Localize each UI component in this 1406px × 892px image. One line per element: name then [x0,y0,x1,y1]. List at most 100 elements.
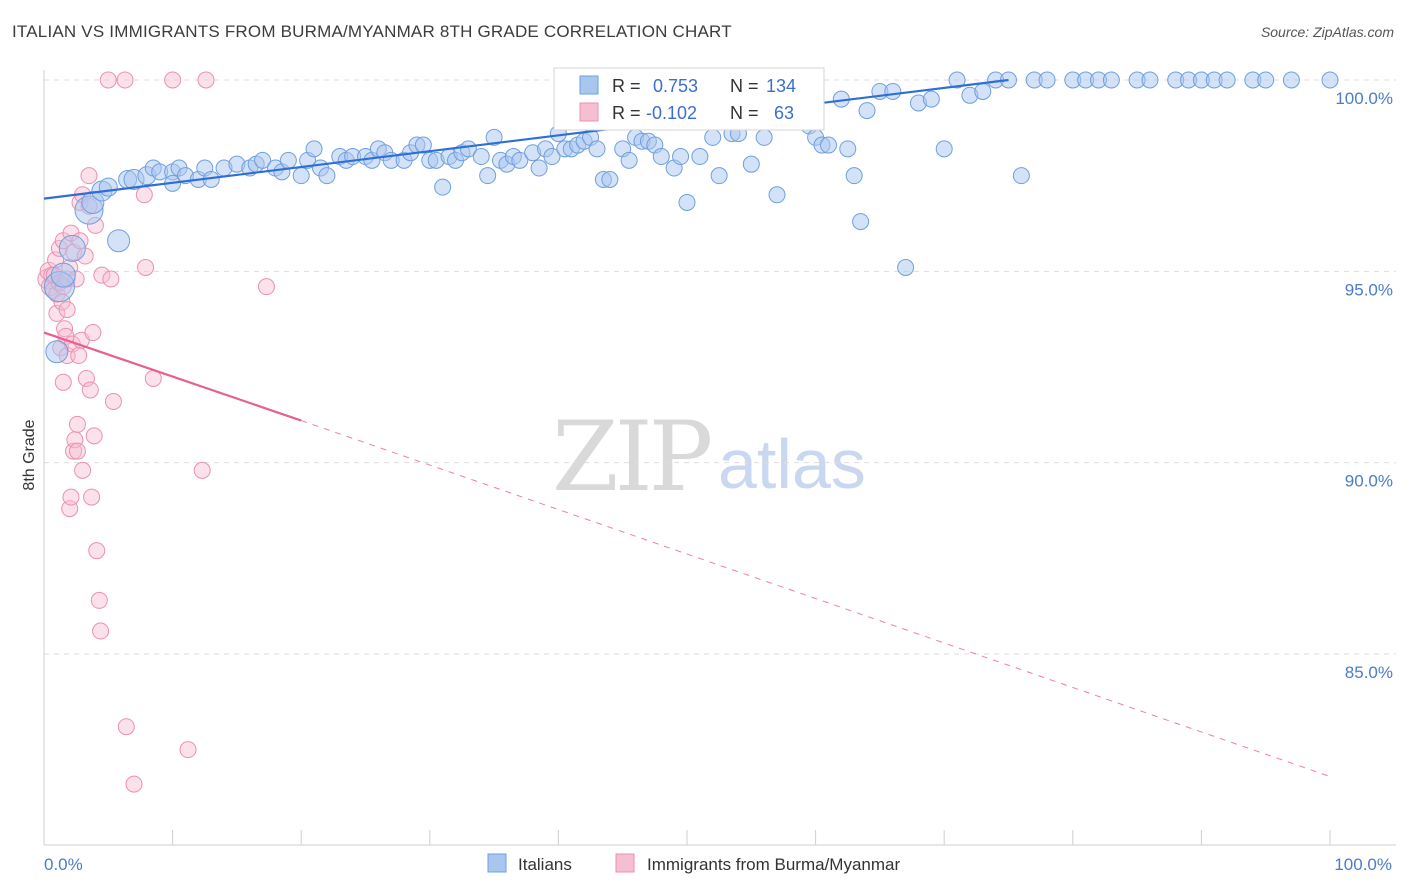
point-burma-57 [135,186,153,204]
point-italians-103 [852,213,870,231]
point-burma-39 [77,369,95,387]
point-italians-109 [922,90,940,108]
stats-r-label-italians: R = [612,76,641,96]
point-italians-70 [588,140,606,158]
trend-italians [43,78,1009,200]
point-italians-79 [652,148,670,166]
point-italians-107 [897,259,915,277]
point-italians-8 [107,229,131,253]
point-burma-55 [117,718,135,736]
series-burma-points [37,71,275,793]
point-italians-89 [742,155,760,173]
point-italians-54 [479,167,497,185]
point-burma-52 [102,270,120,288]
point-burma-50 [93,266,111,284]
point-italians-48 [434,178,452,196]
point-burma-41 [80,167,98,185]
point-italians-111 [948,71,966,89]
point-burma-32 [70,347,88,365]
point-italians-59 [511,151,529,169]
point-italians-25 [254,151,272,169]
point-italians-129 [1218,71,1236,89]
x-ticks [43,830,1331,845]
point-italians-53 [472,148,490,166]
y-tick-label-2: 90.0% [1345,472,1393,491]
point-burma-15 [54,373,72,391]
stats-n-label-italians: N = [730,76,759,96]
point-italians-3 [58,234,86,262]
point-burma-53 [104,392,122,410]
point-italians-91 [755,128,773,146]
y-tick-label-3: 85.0% [1345,663,1393,682]
point-italians-116 [1012,167,1030,185]
point-burma-54 [116,71,134,89]
point-burma-42 [81,381,99,399]
point-burma-60 [164,71,182,89]
point-italians-101 [839,140,857,158]
stats-legend-box [553,67,825,131]
point-burma-47 [88,542,106,560]
point-italians-0 [45,340,69,364]
point-burma-24 [62,488,80,506]
chart-title: ITALIAN VS IMMIGRANTS FROM BURMA/MYANMAR… [12,22,732,41]
stats-legend: R = 0.753 N = 134 R = -0.102 N = 63 [553,67,825,131]
point-burma-44 [84,324,102,342]
trend-lines [43,78,1331,777]
y-tick-labels: 100.0% 95.0% 90.0% 85.0% [1335,89,1393,682]
point-italians-33 [318,167,336,185]
point-italians-104 [858,102,876,120]
point-burma-19 [58,301,76,319]
point-burma-51 [99,71,117,89]
point-italians-133 [1321,71,1339,89]
point-italians-131 [1257,71,1275,89]
point-italians-85 [710,167,728,185]
point-italians-124 [1141,71,1159,89]
point-italians-81 [672,148,690,166]
point-italians-82 [678,193,696,211]
point-italians-132 [1282,71,1300,89]
point-italians-122 [1102,71,1120,89]
point-burma-62 [193,461,211,479]
point-burma-48 [90,591,108,609]
point-italians-92 [768,186,786,204]
watermark-atlas: atlas [718,425,866,503]
y-tick-label-0: 100.0% [1335,89,1393,108]
point-italians-84 [704,128,722,146]
point-italians-2 [50,262,76,288]
source-label: Source: ZipAtlas.com [1260,24,1394,40]
stats-swatch-italians [579,75,599,95]
point-burma-45 [85,427,103,445]
watermark-zip: ZIP [552,401,711,513]
stats-n-value-burma: 63 [774,103,794,123]
point-italians-31 [305,140,323,158]
point-burma-58 [137,259,155,277]
stats-r-label-burma: R = [612,103,641,123]
point-burma-43 [83,488,101,506]
stats-swatch-burma [579,102,599,122]
point-burma-63 [197,71,215,89]
axes [43,70,1396,846]
y-axis-label: 8th Grade [21,419,38,490]
trend-burma [43,331,302,422]
x-tick-label-max: 100.0% [1334,855,1392,874]
legend-swatch-burma [615,853,635,873]
point-italians-118 [1038,71,1056,89]
point-italians-63 [543,148,561,166]
trend-burma-extension [301,420,1331,777]
point-burma-64 [257,278,275,296]
point-italians-29 [292,167,310,185]
legend-label-italians: Italians [518,855,572,874]
stats-n-value-italians: 134 [766,76,796,96]
point-italians-28 [279,151,297,169]
point-burma-56 [125,775,143,793]
point-italians-74 [620,151,638,169]
legend-swatch-italians [487,853,507,873]
point-italians-55 [485,128,503,146]
point-italians-99 [819,136,837,154]
stats-r-value-burma: -0.102 [646,103,697,123]
point-burma-30 [68,415,86,433]
point-italians-72 [601,170,619,188]
bottom-legend: Italians Immigrants from Burma/Myanmar [487,853,900,874]
point-burma-37 [74,461,92,479]
